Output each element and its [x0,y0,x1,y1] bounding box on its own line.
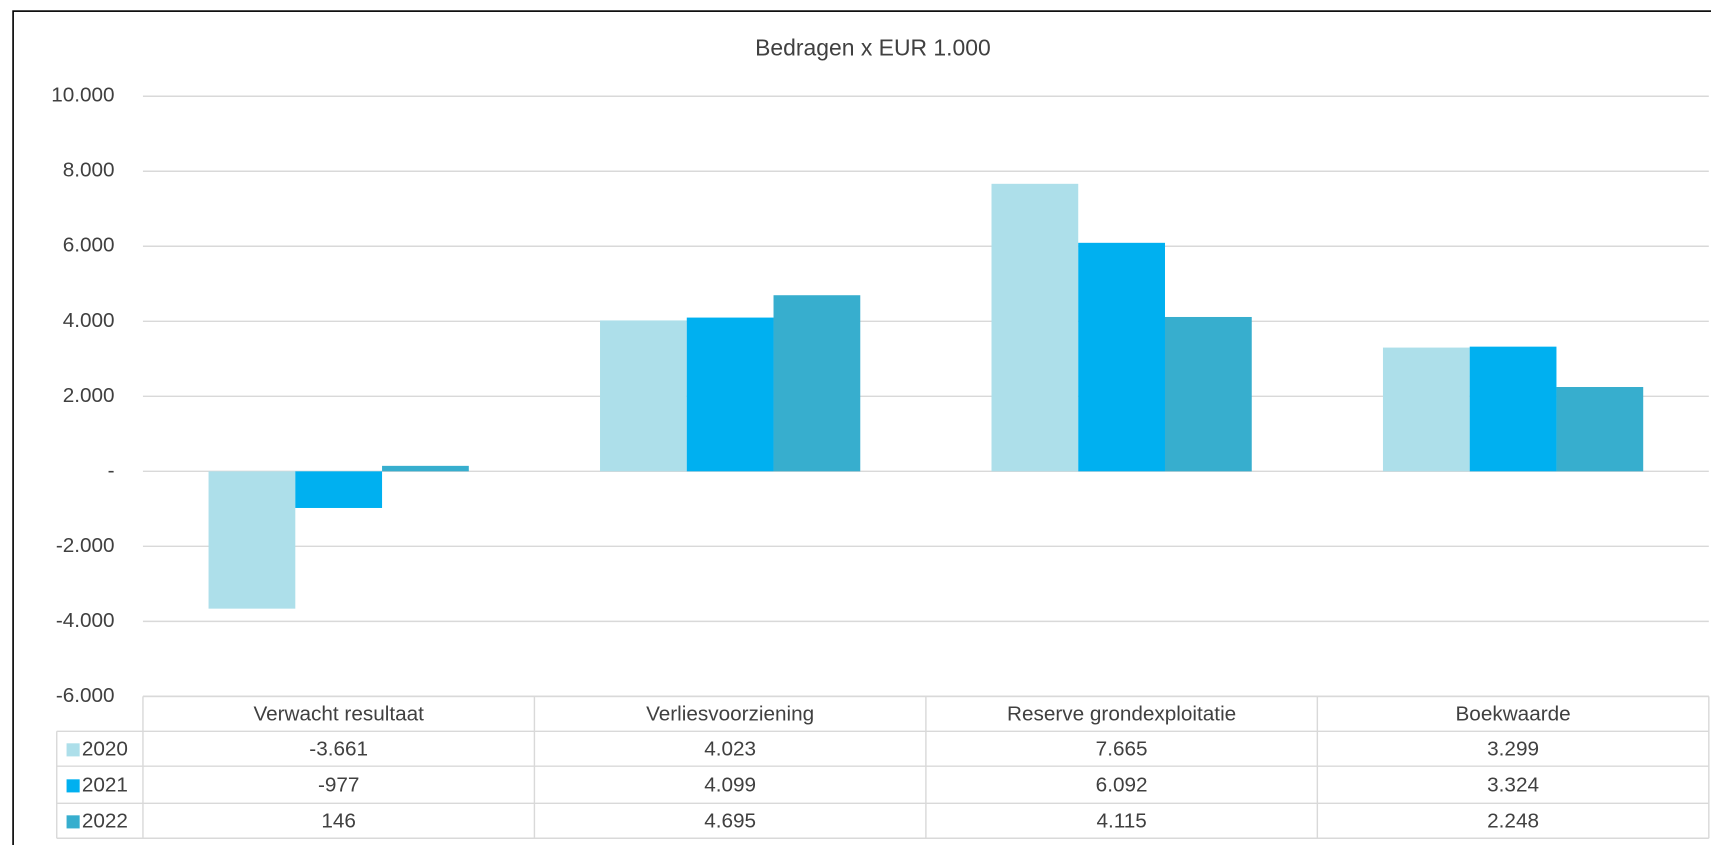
table-value: -977 [318,773,359,796]
x-tick-label: Verwacht resultaat [253,702,424,725]
table-value: 4.099 [704,773,756,796]
table-value: 3.324 [1487,773,1539,796]
table-value: -3.661 [309,737,368,760]
table-value: 4.695 [704,809,756,832]
table-value: 2.248 [1487,809,1539,832]
table-value: 4.023 [704,737,756,760]
x-tick-label: Reserve grondexploitatie [1007,702,1236,725]
table-value: 7.665 [1096,737,1148,760]
chart-title: Bedragen x EUR 1.000 [755,34,991,60]
y-tick-label: -4.000 [56,609,115,632]
y-tick-label: 4.000 [63,309,115,332]
table-value: 3.299 [1487,737,1539,760]
legend-swatch [66,743,80,757]
bar [991,183,1079,472]
y-tick-label: -2.000 [56,534,115,557]
table-value: 4.115 [1096,809,1146,832]
bar [382,465,469,472]
bar [600,320,687,472]
bar [1164,316,1252,472]
y-tick-label: 2.000 [63,384,115,407]
bar [686,317,774,472]
legend-swatch [66,815,80,829]
y-tick-label: 6.000 [63,234,115,257]
bar [1382,347,1470,472]
bar [295,471,383,508]
bar [1469,346,1557,472]
legend-label: 2021 [82,773,128,796]
bar [1078,242,1165,472]
table-value: 6.092 [1096,773,1148,796]
bar [773,295,861,472]
y-tick-label: 8.000 [63,159,115,182]
legend-label: 2020 [82,737,128,760]
y-tick-label: - [108,459,115,482]
legend-swatch [66,779,80,793]
bar [208,471,296,609]
y-tick-label: -6.000 [56,684,115,707]
chart-frame [12,10,1711,850]
legend-label: 2022 [82,809,128,832]
bar [1556,387,1644,472]
y-tick-label: 10.000 [51,84,114,107]
x-tick-label: Verliesvoorziening [646,702,814,725]
x-tick-label: Boekwaarde [1455,702,1570,725]
table-value: 146 [321,809,356,832]
